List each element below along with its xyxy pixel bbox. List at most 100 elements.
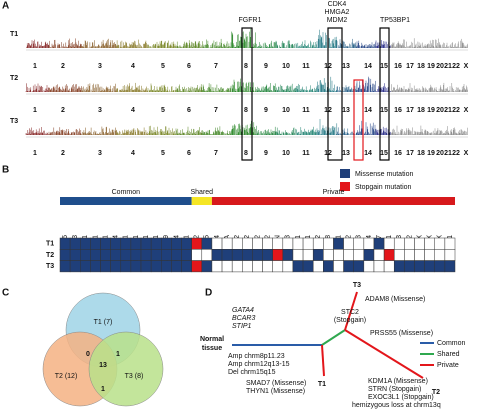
gene-annotation: HMGA2: [325, 9, 350, 16]
mutation-cell: [272, 249, 284, 261]
chromosome-label: 17: [406, 107, 414, 114]
gene-annotation: FGFR1: [239, 17, 262, 24]
mutation-text: GATA4: [232, 307, 254, 314]
chromosome-label: 11: [302, 150, 310, 157]
mutation-cell: [59, 237, 71, 250]
mutation-cell: [171, 260, 182, 273]
mutation-cell: [120, 249, 132, 261]
mutation-cell: [414, 260, 425, 273]
chromosome-label: 16: [394, 107, 402, 114]
chromosome-label: 22: [452, 107, 460, 114]
copy-number-trace: [202, 38, 231, 48]
gene-annotation: CDK4: [328, 1, 347, 8]
mutation-cell: [302, 249, 314, 261]
copy-number-trace: [451, 40, 461, 48]
mutation-cell: [353, 260, 365, 273]
group-bar: [60, 197, 192, 205]
chromosome-label: 21: [444, 150, 452, 157]
mutation-cell: [404, 237, 415, 250]
cnv-text: Amp chrm12q13-15: [228, 361, 290, 368]
chromosome-label: 20: [436, 150, 444, 157]
mutation-cell: [444, 237, 456, 250]
chromosome-label: 1: [33, 63, 37, 70]
group-label: Private: [323, 189, 345, 196]
copy-number-trace: [425, 39, 436, 48]
copy-number-trace: [451, 127, 461, 135]
copy-number-trace: [415, 41, 426, 48]
mutation-cell: [171, 249, 182, 261]
mutation-cell: [100, 237, 111, 250]
chromosome-label: 17: [406, 150, 414, 157]
copy-number-trace: [81, 38, 117, 48]
chromosome-label: 2: [61, 107, 65, 114]
mutation-cell: [231, 260, 243, 273]
mutation-cell: [292, 260, 304, 273]
copy-number-trace: [403, 127, 416, 135]
mutation-cell: [333, 249, 344, 261]
copy-number-trace: [356, 120, 376, 135]
legend-label: Shared: [437, 351, 460, 358]
mutation-text: STC2: [341, 309, 359, 316]
chromosome-label: 17: [406, 63, 414, 70]
mutation-cell: [201, 237, 213, 250]
copy-number-trace: [336, 38, 358, 48]
venn-count: 1: [116, 351, 120, 358]
mutation-cell: [282, 249, 294, 261]
chromosome-label: 5: [161, 63, 165, 70]
mutation-cell: [383, 260, 395, 273]
chromosome-label: 19: [427, 63, 435, 70]
venn-circle: [88, 331, 164, 407]
root-label: Normal: [200, 336, 224, 343]
legend-swatch: [340, 182, 350, 191]
mutation-cell: [120, 260, 132, 273]
copy-number-trace: [25, 83, 50, 92]
private-branch: [321, 344, 325, 377]
highlight-box: [327, 27, 343, 161]
copy-number-trace: [356, 76, 376, 92]
mutation-cell: [272, 237, 284, 250]
mutation-cell: [414, 249, 425, 261]
chromosome-label: 10: [282, 63, 290, 70]
mutation-cell: [323, 249, 334, 261]
mutation-cell: [161, 237, 172, 250]
chromosome-label: 4: [131, 150, 135, 157]
copy-number-trace: [116, 82, 148, 92]
mutation-cell: [150, 249, 162, 261]
copy-number-trace: [48, 127, 82, 135]
copy-number-trace: [202, 83, 231, 92]
copy-number-trace: [461, 84, 468, 92]
mutation-cell: [221, 260, 233, 273]
mutation-cell: [262, 237, 273, 250]
mutation-cell: [221, 249, 233, 261]
copy-number-trace: [26, 39, 50, 48]
chromosome-label: 5: [161, 150, 165, 157]
group-bar: [211, 197, 455, 205]
copy-number-trace: [116, 39, 148, 48]
chromosome-label: 9: [264, 107, 268, 114]
chromosome-label: 10: [282, 107, 290, 114]
mutation-cell: [211, 260, 223, 273]
mutation-cell: [171, 237, 182, 250]
mutation-cell: [312, 260, 324, 273]
venn-set-label: T2 (12): [55, 373, 78, 380]
mutation-cell: [424, 237, 435, 250]
chromosome-label: 8: [244, 107, 248, 114]
copy-number-trace: [443, 42, 453, 48]
mutation-cell: [221, 237, 233, 250]
mutation-cell: [90, 260, 101, 273]
mutation-cell: [252, 260, 263, 273]
chromosome-label: 22: [452, 150, 460, 157]
chromosome-label: 13: [342, 63, 350, 70]
mutation-cell: [333, 237, 344, 250]
chromosome-label: 7: [214, 63, 218, 70]
copy-number-trace: [255, 83, 277, 92]
gene-annotation: MDM2: [327, 17, 348, 24]
mutation-text: ADAM8 (Missense): [365, 296, 425, 303]
chromosome-label: 19: [427, 150, 435, 157]
chromosome-label: 20: [436, 63, 444, 70]
mutation-cell: [80, 260, 91, 273]
copy-number-trace: [147, 40, 176, 48]
copy-number-trace: [316, 119, 338, 135]
mutation-cell: [130, 260, 142, 273]
